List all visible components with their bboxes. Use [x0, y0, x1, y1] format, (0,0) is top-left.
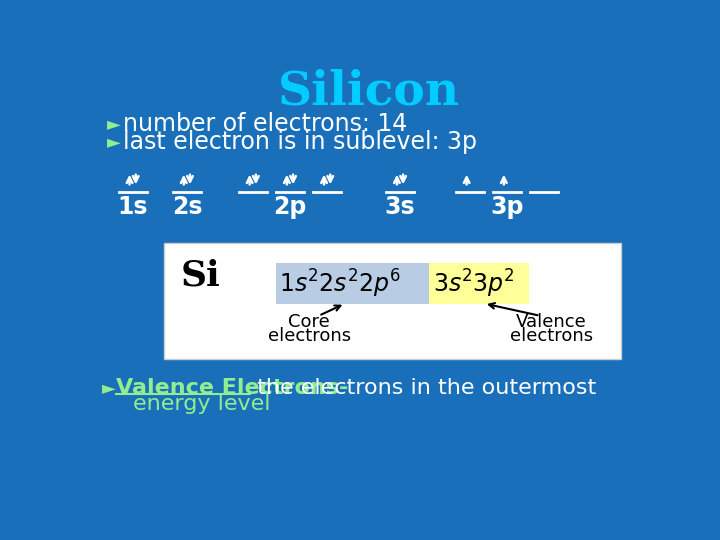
Text: ►: ►	[102, 379, 115, 397]
Text: Silicon: Silicon	[278, 69, 460, 115]
Bar	[163, 244, 621, 359]
Text: electrons: electrons	[268, 327, 351, 345]
Text: last electron is in sublevel: 3p: last electron is in sublevel: 3p	[122, 130, 477, 154]
Text: Valence: Valence	[516, 313, 587, 331]
Text: number of electrons: 14: number of electrons: 14	[122, 112, 407, 136]
Text: 3p: 3p	[490, 195, 523, 219]
Text: $1s^22s^22p^6$: $1s^22s^22p^6$	[279, 267, 401, 300]
Text: ►: ►	[107, 133, 121, 151]
Bar	[276, 264, 429, 303]
Text: Core: Core	[289, 313, 330, 331]
Text: electrons: electrons	[510, 327, 593, 345]
Text: 1s: 1s	[117, 195, 148, 219]
Bar	[429, 264, 528, 303]
Text: Valence Electrons-: Valence Electrons-	[117, 378, 348, 398]
Text: the electrons in the outermost: the electrons in the outermost	[251, 378, 597, 398]
Text: ►: ►	[107, 115, 121, 133]
Text: 3s: 3s	[384, 195, 415, 219]
Text: 2s: 2s	[171, 195, 202, 219]
Text: $3s^23p^2$: $3s^23p^2$	[433, 267, 514, 300]
Text: 2p: 2p	[274, 195, 307, 219]
Text: energy level: energy level	[132, 394, 270, 414]
Text: Si: Si	[181, 259, 221, 293]
